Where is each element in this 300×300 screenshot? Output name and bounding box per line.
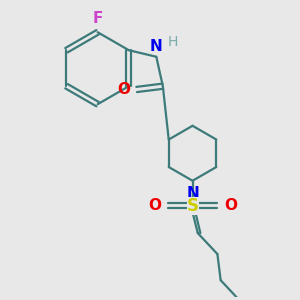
Text: N: N: [186, 186, 199, 201]
Text: N: N: [150, 39, 163, 54]
Text: S: S: [187, 196, 199, 214]
Text: O: O: [117, 82, 130, 97]
Text: F: F: [92, 11, 103, 26]
Text: O: O: [148, 198, 161, 213]
Text: H: H: [168, 35, 178, 49]
Text: O: O: [224, 198, 237, 213]
